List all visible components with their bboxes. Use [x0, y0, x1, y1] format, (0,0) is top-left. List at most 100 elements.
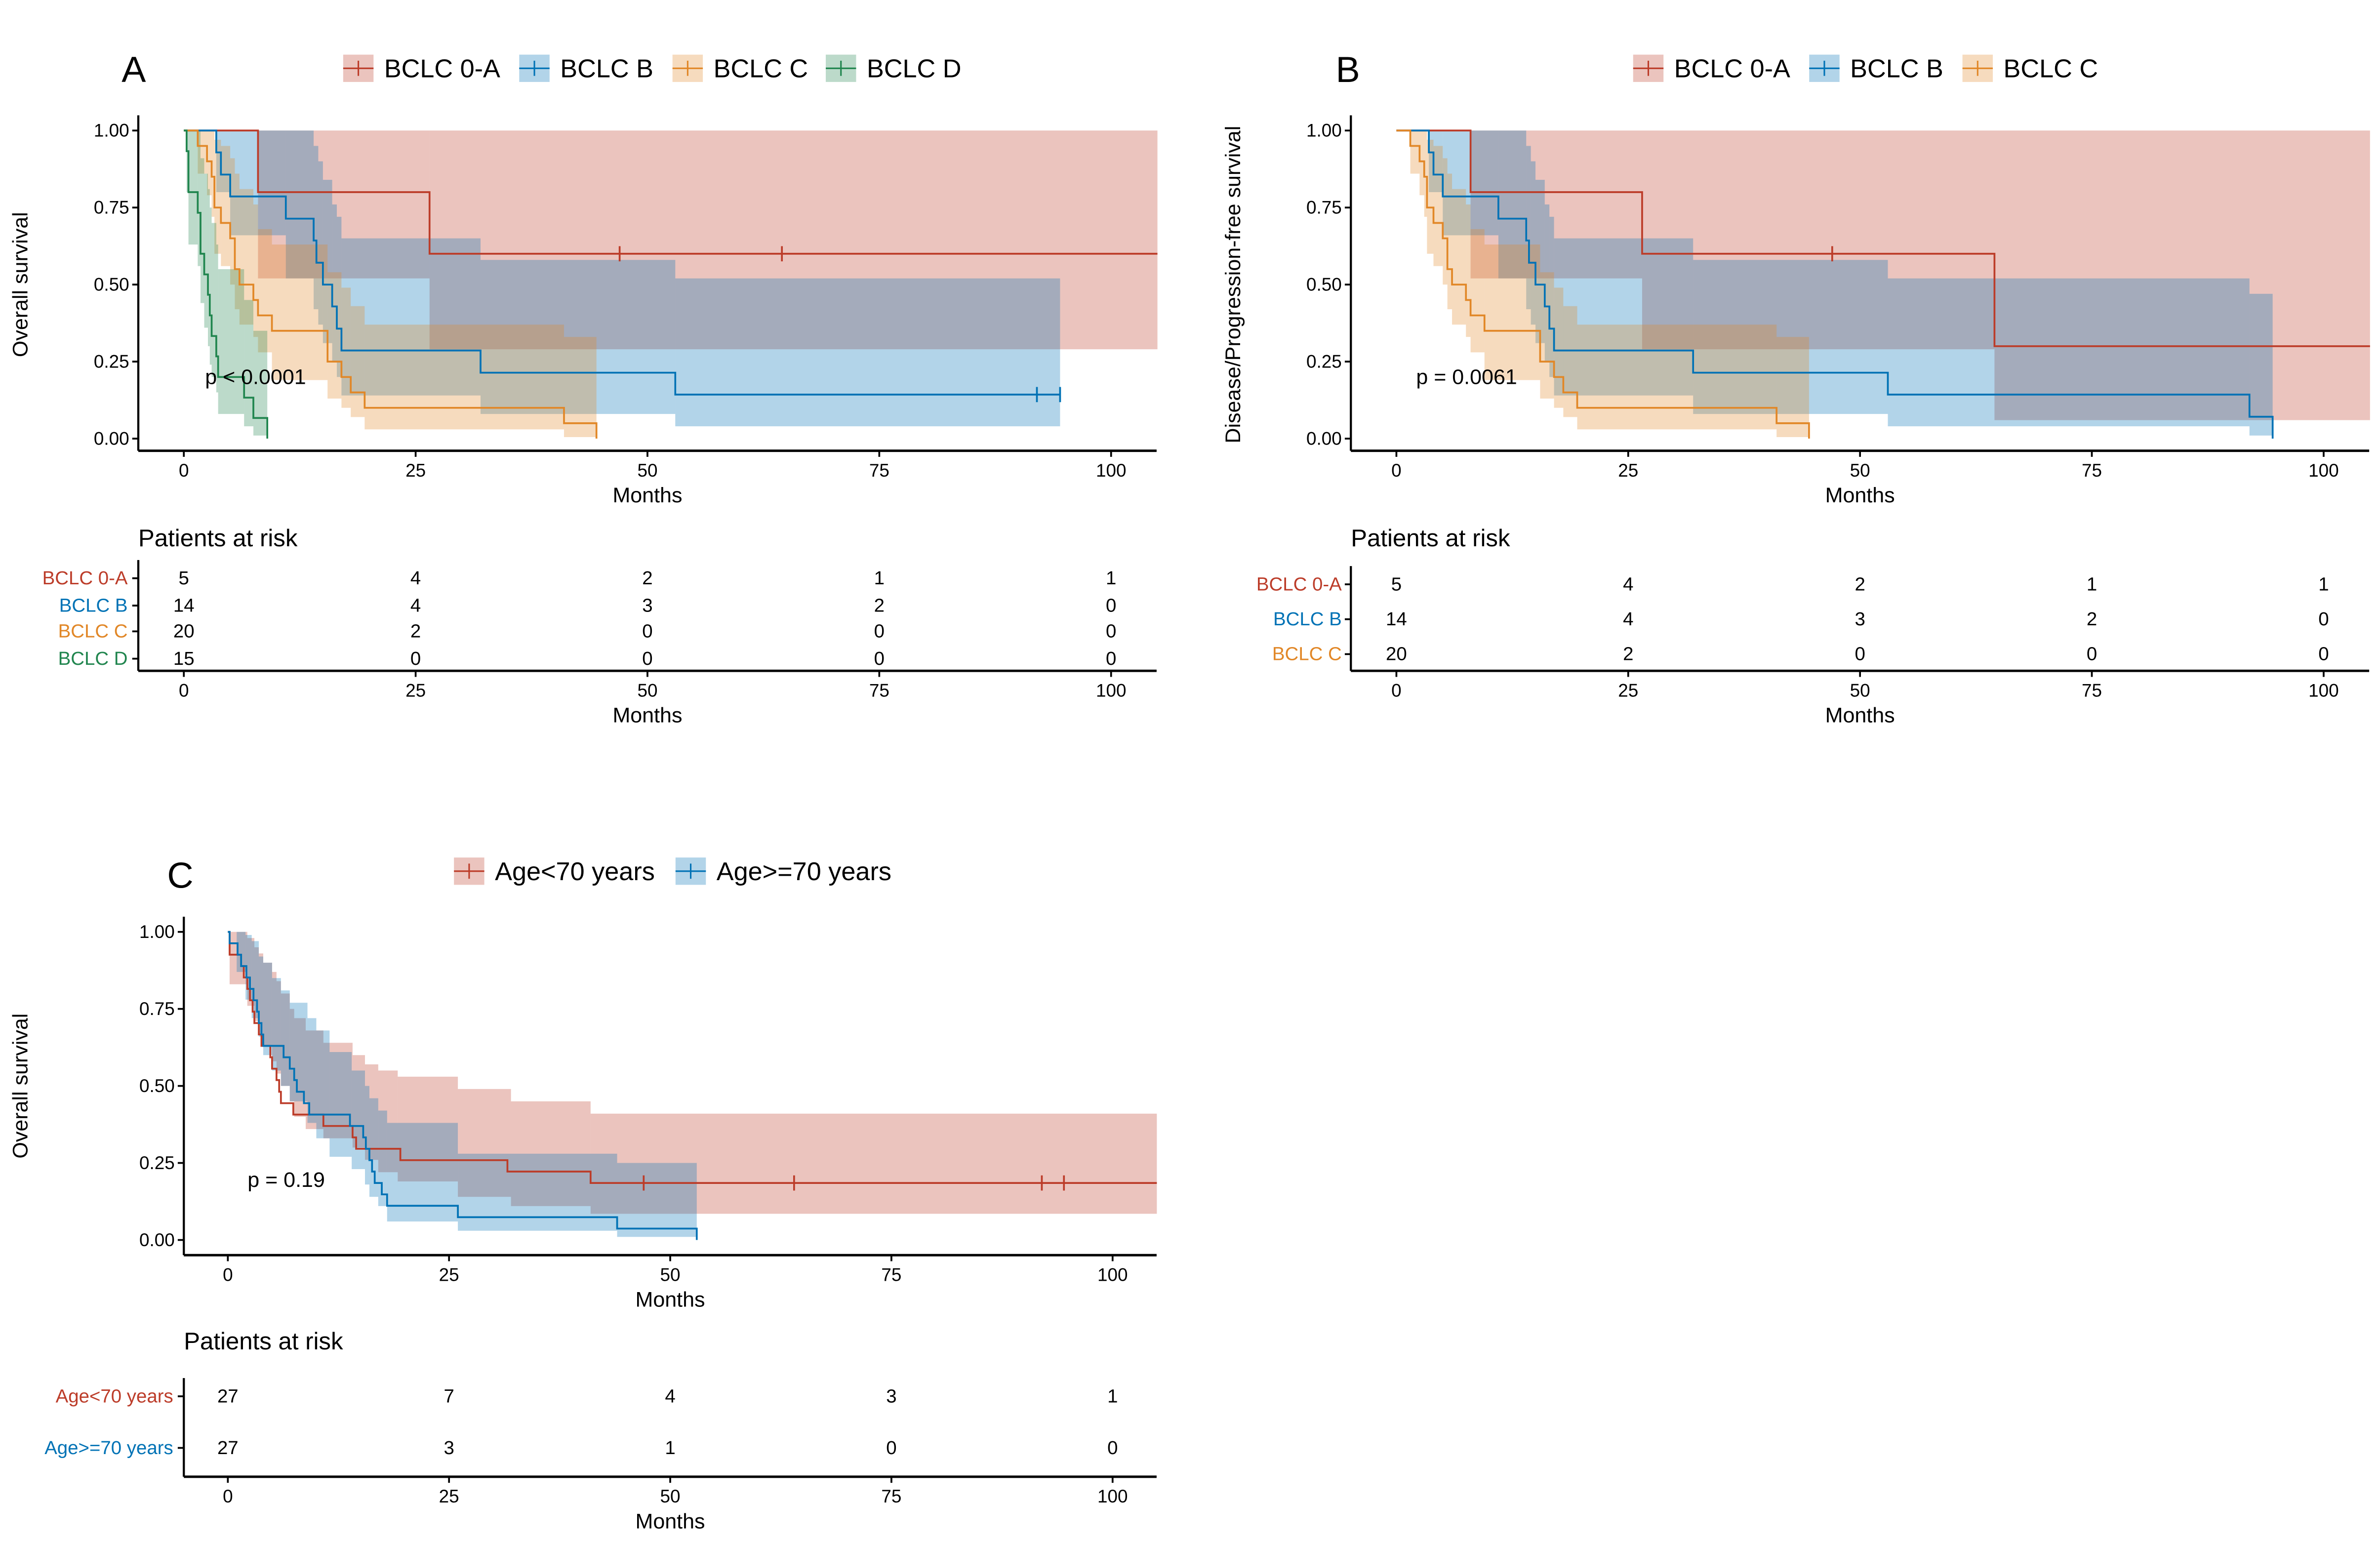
ci-segment: [216, 130, 231, 193]
ci-segment: [1452, 189, 1466, 325]
risk-count: 0: [874, 648, 885, 669]
y-tick-label: 0.75: [94, 198, 129, 218]
survival-curve-0: [228, 931, 1157, 1184]
legend-label: BCLC D: [867, 55, 962, 83]
ci-segment: [341, 238, 481, 396]
ci-band-0: [229, 932, 1157, 1214]
risk-count: 5: [179, 568, 189, 589]
x-tick-label: 75: [869, 460, 889, 481]
panel-c: C Age<70 years Age>=70 years 0.00 0.25 0.50 0.…: [9, 855, 1157, 1533]
ci-segment: [458, 1153, 617, 1231]
risk-row-label: BCLC C: [58, 621, 128, 642]
risk-x-axis-label: Months: [1825, 704, 1895, 728]
y-tick-label: 0.25: [94, 351, 129, 371]
ci-segment: [253, 204, 258, 337]
ci-segment: [323, 180, 332, 343]
legend-item: BCLC 0-A: [1633, 54, 1790, 83]
ci-segment: [1484, 244, 1540, 380]
ci-segment: [281, 993, 290, 1086]
ci-segment: [1427, 139, 1434, 254]
risk-count: 2: [642, 568, 652, 589]
x-tick-label: 25: [439, 1264, 459, 1285]
risk-count: 1: [2318, 573, 2329, 595]
x-axis-label: Months: [636, 1288, 705, 1312]
y-tick-label: 0.75: [139, 999, 175, 1019]
ci-segment: [1535, 180, 1545, 343]
ci-segment: [285, 130, 314, 279]
risk-table: Patients at risk Age<70 years 27 7 4 3 1 Age>=7…: [44, 1328, 1157, 1533]
legend-item: BCLC B: [519, 54, 653, 83]
risk-x-tick-label: 25: [1618, 680, 1638, 700]
ci-segment: [323, 1043, 353, 1138]
legend-item: BCLC 0-A: [343, 54, 500, 83]
ci-segment: [332, 204, 337, 362]
ci-segment: [235, 173, 240, 310]
risk-count: 0: [1106, 648, 1116, 669]
legend-item: BCLC C: [1962, 54, 2098, 83]
survival-curve-0: [1396, 129, 2370, 347]
ci-segment: [2249, 293, 2273, 436]
ci-segment: [201, 158, 204, 303]
ci-segment: [307, 1018, 317, 1123]
risk-count: 3: [642, 595, 652, 616]
x-axis-label: Months: [612, 484, 682, 507]
risk-count: 7: [444, 1385, 454, 1407]
ci-segment: [259, 956, 263, 1037]
ci-segment: [209, 207, 212, 365]
risk-count: 0: [874, 621, 885, 642]
ci-segment: [237, 932, 246, 972]
risk-row-label: BCLC C: [1272, 644, 1342, 665]
ci-segment: [263, 963, 272, 1046]
survival-curve-0: [184, 129, 1158, 255]
risk-count: 27: [217, 1437, 239, 1459]
ci-segment: [1540, 272, 1554, 399]
risk-x-tick-label: 50: [637, 680, 657, 700]
ci-segment: [1447, 173, 1452, 310]
ci-segment: [675, 278, 1060, 427]
x-tick-label: 50: [660, 1264, 681, 1285]
ci-segment: [378, 1070, 398, 1173]
risk-x-tick-label: 50: [660, 1486, 681, 1506]
risk-x-tick-label: 0: [179, 680, 189, 700]
ci-segment: [1544, 204, 1550, 362]
ci-segment: [458, 1089, 511, 1197]
ci-segment: [254, 947, 259, 1021]
ci-segment: [364, 325, 564, 430]
risk-count: 15: [173, 648, 195, 669]
risk-x-tick-label: 0: [223, 1486, 233, 1506]
survival-curve-3: [184, 129, 269, 439]
risk-count: 1: [1106, 568, 1116, 589]
ci-segment: [1549, 216, 1554, 377]
ci-segment: [590, 1113, 1157, 1214]
legend-item: BCLC B: [1809, 54, 1943, 83]
ci-segment: [211, 223, 216, 377]
x-tick-label: 75: [2082, 460, 2102, 481]
risk-count: 0: [642, 621, 652, 642]
risk-count: 2: [1855, 573, 1865, 595]
ci-segment: [481, 260, 676, 414]
y-tick-label: 0.50: [1306, 274, 1342, 294]
y-axis-label: Disease/Progression-free survival: [1221, 126, 1245, 444]
legend-label: Age<70 years: [495, 857, 655, 886]
risk-count: 4: [1623, 609, 1633, 630]
ci-segment: [1531, 161, 1536, 325]
risk-row-label: BCLC D: [58, 648, 128, 669]
ci-segment: [351, 306, 365, 417]
risk-count: 5: [1391, 573, 1402, 595]
risk-count: 0: [2318, 644, 2329, 665]
risk-count: 4: [665, 1385, 675, 1407]
ci-segment: [1470, 229, 1485, 353]
risk-count: 1: [2087, 573, 2097, 595]
legend-label: BCLC B: [560, 55, 653, 83]
ci-segment: [230, 158, 235, 285]
ci-segment: [1554, 287, 1564, 408]
risk-count: 1: [665, 1437, 675, 1459]
ci-segment: [218, 269, 244, 414]
risk-table-title: Patients at risk: [1351, 525, 1510, 552]
ci-segment: [204, 173, 208, 328]
ci-segment: [511, 1101, 591, 1206]
x-tick-label: 0: [1391, 460, 1402, 481]
ci-band-0: [258, 130, 1158, 350]
ci-segment: [564, 337, 597, 437]
